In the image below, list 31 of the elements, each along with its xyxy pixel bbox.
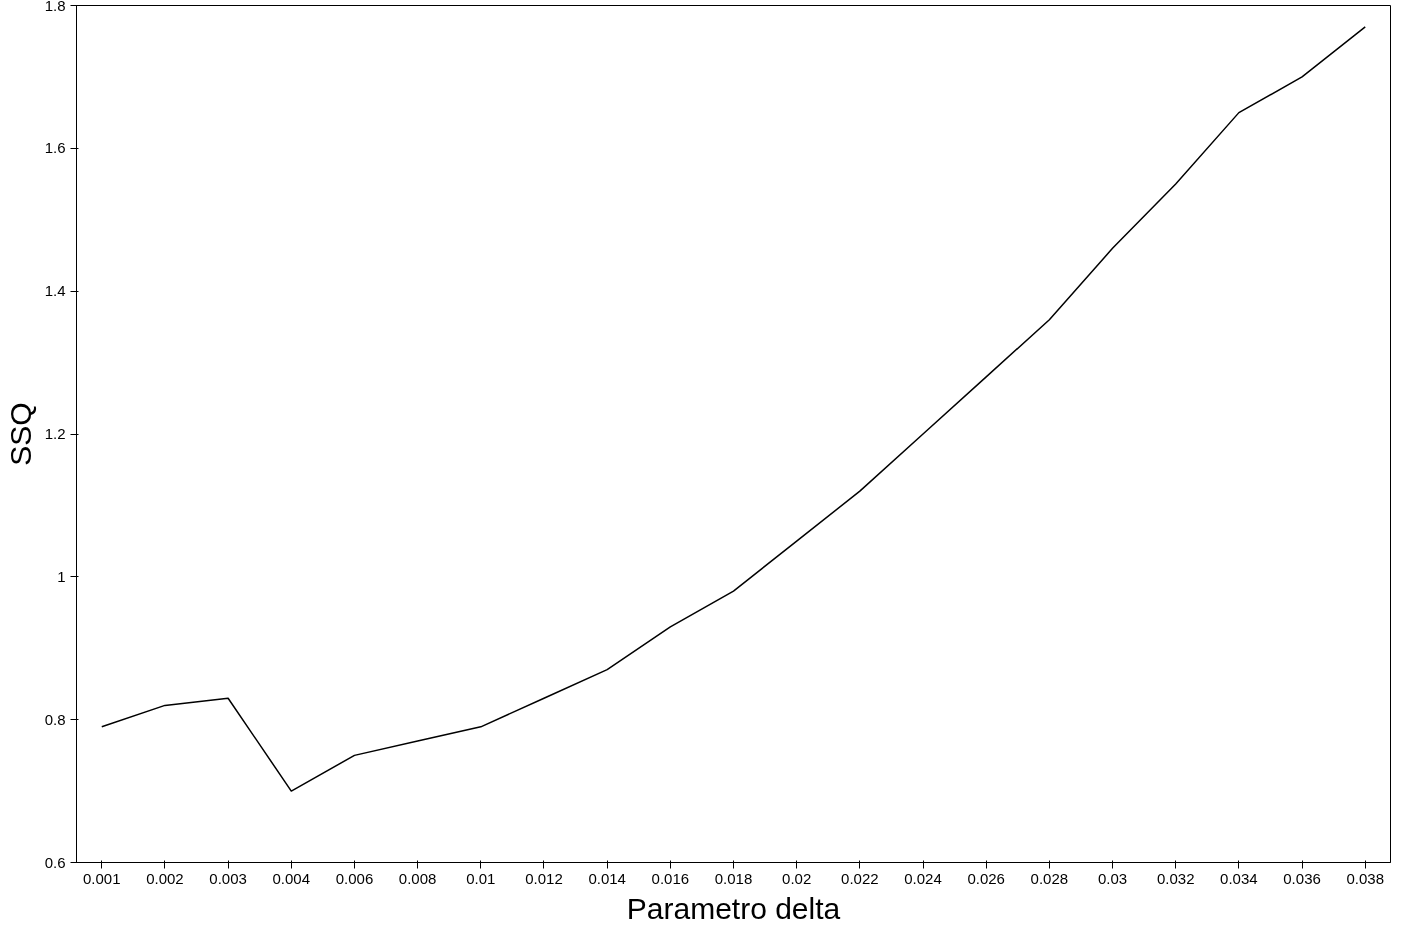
x-tick-label: 0.002 <box>146 869 184 887</box>
x-tick-label: 0.028 <box>1030 869 1069 887</box>
y-axis-title: SSQ <box>3 402 37 466</box>
x-tick-label: 0.012 <box>525 869 563 887</box>
y-tick-label: 1 <box>57 567 66 585</box>
y-tick-label: 1.6 <box>44 139 66 157</box>
x-tick-label: 0.03 <box>1097 869 1128 887</box>
x-tick-label: 0.006 <box>335 869 374 887</box>
x-tick-label: 0.022 <box>841 869 879 887</box>
x-axis-title: Parametro delta <box>626 891 841 925</box>
x-tick-label: 0.008 <box>398 869 437 887</box>
x-tick-label: 0.02 <box>782 869 812 887</box>
y-tick-label: 0.6 <box>44 853 66 871</box>
y-tick-label: 1.2 <box>44 425 66 442</box>
x-tick-label: 0.032 <box>1156 869 1195 887</box>
x-tick-label: 0.026 <box>967 869 1005 887</box>
x-tick-label: 0.001 <box>83 869 121 887</box>
x-tick-label: 0.018 <box>714 869 753 887</box>
x-tick-label: 0.004 <box>272 869 311 887</box>
x-tick-label: 0.016 <box>651 869 690 887</box>
x-tick-label: 0.014 <box>588 869 626 887</box>
x-tick-label: 0.034 <box>1220 869 1258 887</box>
y-tick-label: 1.8 <box>44 0 66 14</box>
x-tick-label: 0.024 <box>904 869 942 887</box>
x-tick-label: 0.038 <box>1346 869 1385 887</box>
x-tick-label: 0.003 <box>209 869 247 887</box>
y-tick-label: 0.8 <box>44 710 66 728</box>
line-series <box>101 26 1366 792</box>
x-tick-label: 0.01 <box>466 869 496 887</box>
x-tick-label: 0.036 <box>1283 869 1321 887</box>
y-tick-label: 1.4 <box>44 282 66 300</box>
